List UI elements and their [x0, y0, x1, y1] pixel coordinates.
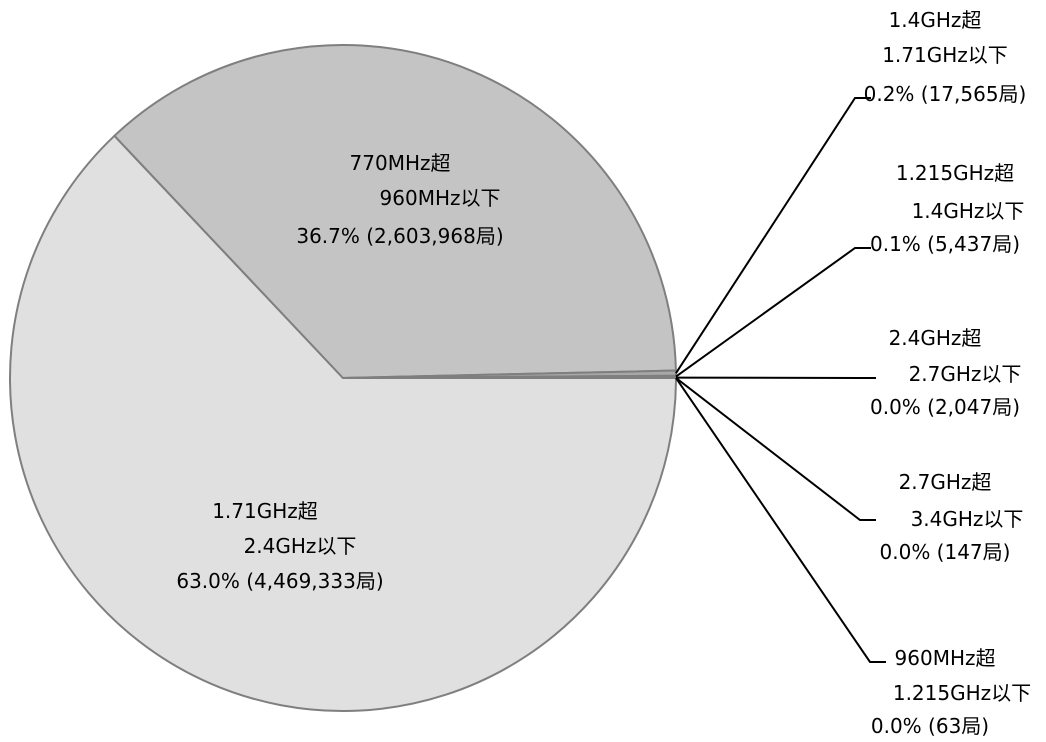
slice-label-5-line-1: 3.4GHz以下	[911, 507, 1024, 531]
slice-label-6-line-1: 1.215GHz以下	[893, 681, 1031, 705]
pie-slice-1	[113, 44, 677, 380]
slice-label-6-line-2: 0.0% (63局)	[871, 714, 989, 738]
slice-label-0-line-0: 1.71GHz超	[212, 499, 318, 523]
pie-slice-0	[9, 134, 678, 712]
leader-line-2	[675, 97, 871, 374]
slice-label-3-line-1: 1.4GHz以下	[912, 199, 1025, 223]
leader-line-3	[675, 247, 871, 378]
leader-line-6	[675, 377, 886, 663]
slice-label-5-line-0: 2.7GHz超	[899, 470, 992, 494]
slice-label-4-line-0: 2.4GHz超	[889, 326, 982, 350]
slice-label-0-line-2: 63.0% (4,469,333局)	[176, 569, 383, 593]
slice-label-1-line-1: 960MHz以下	[380, 186, 501, 210]
slice-label-3-line-2: 0.1% (5,437局)	[870, 232, 1020, 256]
slice-label-5-line-2: 0.0% (147局)	[880, 540, 1011, 564]
slice-label-4-line-1: 2.7GHz以下	[909, 362, 1022, 386]
leader-line-5	[675, 377, 876, 521]
slice-label-2-line-1: 1.71GHz以下	[882, 43, 1008, 67]
slice-label-3-line-0: 1.215GHz超	[896, 161, 1014, 185]
slice-label-4-line-2: 0.0% (2,047局)	[870, 395, 1020, 419]
slice-label-2-line-2: 0.2% (17,565局)	[864, 82, 1027, 106]
slice-label-6-line-0: 960MHz超	[895, 646, 996, 670]
slice-label-2-line-0: 1.4GHz超	[889, 8, 982, 32]
slice-label-1-line-2: 36.7% (2,603,968局)	[296, 224, 503, 248]
slice-label-0-line-1: 2.4GHz以下	[244, 534, 357, 558]
slice-label-1-line-0: 770MHz超	[350, 151, 451, 175]
